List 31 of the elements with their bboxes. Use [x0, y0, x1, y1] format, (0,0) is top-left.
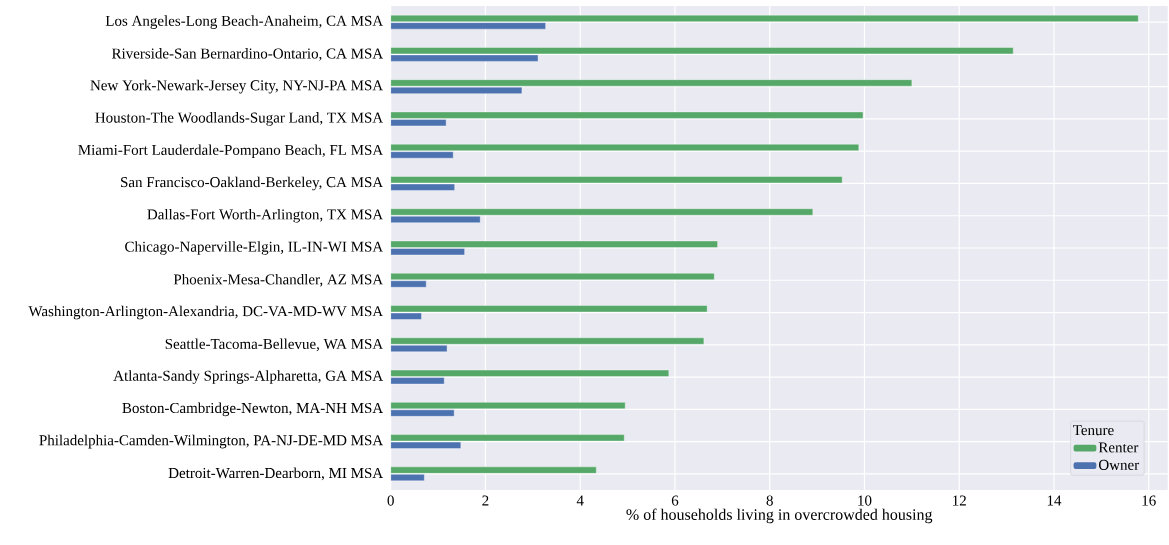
y-tick-label: Washington-Arlington-Alexandria, DC-VA-MD-WV MSA: [28, 305, 384, 320]
y-tick-label: Miami-Fort Lauderdale-Pompano Beach, FL MSA: [78, 144, 384, 158]
bar: [390, 208, 814, 216]
y-tick-label: Atlanta-Sandy Springs-Alpharetta, GA MSA: [113, 370, 384, 384]
legend-label: Renter: [1098, 442, 1139, 453]
x-tick-label: 4: [576, 495, 584, 506]
y-tick-label: San Francisco-Oakland-Berkeley, CA MSA: [121, 176, 384, 191]
x-tick-label: 8: [766, 495, 773, 506]
y-tick-label: Detroit-Warren-Dearborn, MI MSA: [168, 467, 384, 481]
y-tick-label: Philadelphia-Camden-Wilmington, PA-NJ-DE-MD MSA: [39, 434, 384, 449]
y-tick-label: Houston-The Woodlands-Sugar Land, TX MSA: [95, 112, 384, 126]
legend-label: Owner: [1098, 459, 1140, 470]
y-tick-label: New York-Newark-Jersey City, NY-NJ-PA MSA: [90, 79, 384, 94]
x-tick-label: 0: [387, 495, 394, 506]
y-tick-label: Dallas-Fort Worth-Arlington, TX MSA: [147, 208, 384, 223]
y-tick-label: Los Angeles-Long Beach-Anaheim, CA MSA: [105, 15, 384, 29]
bar: [390, 337, 705, 345]
y-tick-label: Boston-Cambridge-Newton, MA-NH MSA: [122, 402, 384, 417]
y-tick-label: Phoenix-Mesa-Chandler, AZ MSA: [173, 273, 384, 287]
bar: [390, 79, 913, 87]
x-tick-label: 12: [953, 495, 966, 506]
x-tick-label: 2: [482, 495, 489, 506]
x-axis-title: % of households living in overcrowded housing: [626, 508, 933, 524]
x-tick-label: 14: [1047, 495, 1062, 506]
y-tick-label: Seattle-Tacoma-Bellevue, WA MSA: [165, 338, 384, 352]
y-tick-label: Chicago-Naperville-Elgin, IL-IN-WI MSA: [125, 241, 384, 255]
x-tick-label: 6: [671, 495, 679, 506]
x-tick-label: 10: [858, 495, 872, 506]
y-tick-label: Riverside-San Bernardino-Ontario, CA MSA: [111, 48, 384, 61]
legend-title: Tenure: [1073, 425, 1114, 436]
x-tick-label: 16: [1142, 495, 1156, 506]
